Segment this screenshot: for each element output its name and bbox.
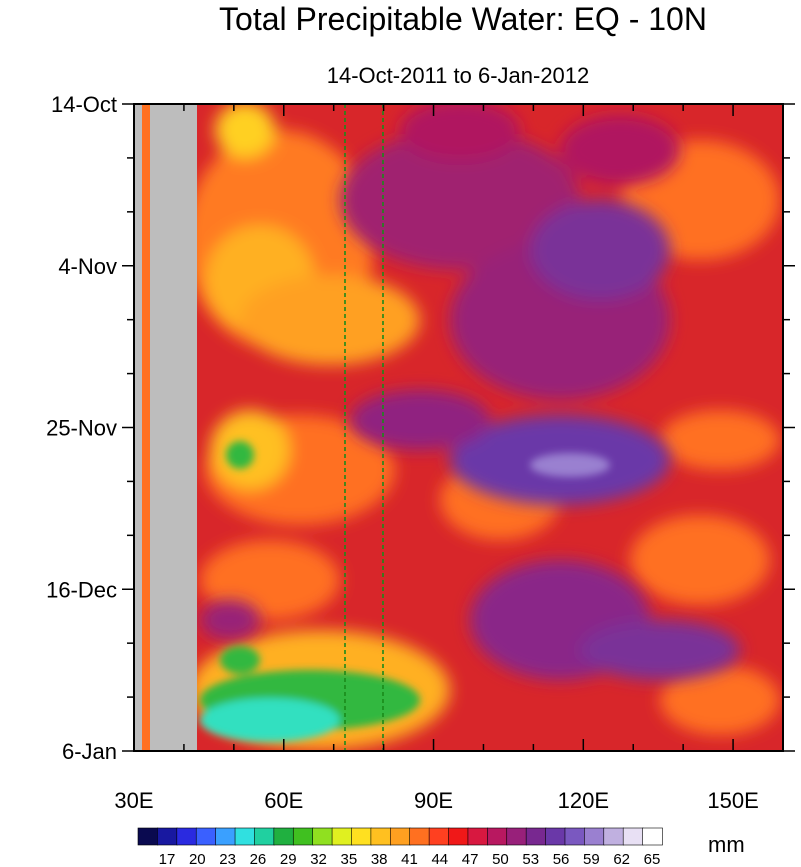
- field-blob: [200, 540, 340, 620]
- field-blob: [530, 200, 670, 300]
- colorbar-swatch: [254, 827, 275, 846]
- colorbar-swatch: [351, 827, 372, 846]
- colorbar-swatch: [642, 827, 663, 846]
- colorbar-label: 65: [644, 851, 661, 867]
- colorbar-swatch: [622, 827, 644, 846]
- colorbar-swatch: [312, 827, 333, 846]
- colorbar-label: 26: [250, 851, 267, 867]
- y-tick-label: 4-Nov: [58, 254, 117, 279]
- colorbar-label: 23: [219, 851, 236, 867]
- colorbar-label: 38: [371, 851, 388, 867]
- field-blob: [215, 104, 275, 158]
- colorbar-swatch: [331, 827, 353, 846]
- field-blob: [580, 620, 740, 680]
- colorbar-swatch: [234, 827, 256, 846]
- field-blob: [660, 665, 780, 735]
- colorbar-swatch: [409, 827, 430, 846]
- field-blob: [560, 115, 680, 185]
- field-blob: [226, 441, 254, 469]
- field-blob: [340, 130, 580, 270]
- field-blob: [220, 646, 260, 674]
- colorbar-swatch: [603, 827, 624, 846]
- colorbar-label: 44: [431, 851, 448, 867]
- colorbar-swatch: [584, 827, 605, 846]
- colorbar-swatch: [525, 827, 547, 846]
- colorbar-label: 17: [159, 851, 176, 867]
- colorbar-label: 56: [553, 851, 570, 867]
- x-tick-label: 150E: [707, 788, 758, 813]
- colorbar-swatch: [448, 827, 469, 846]
- colorbar-swatch: [467, 827, 489, 846]
- field-blob: [350, 390, 490, 450]
- colorbar-label: 32: [310, 851, 327, 867]
- colorbar-swatch: [428, 827, 450, 846]
- colorbar-unit: mm: [708, 832, 745, 857]
- colorbar-label: 20: [189, 851, 206, 867]
- field-blob: [240, 275, 420, 365]
- y-tick-label: 16-Dec: [46, 577, 117, 602]
- colorbar-swatch: [215, 827, 236, 846]
- x-tick-label: 90E: [414, 788, 453, 813]
- y-tick-label: 25-Nov: [46, 416, 117, 441]
- x-axis: 30E 60E 90E 120E 150E: [114, 104, 784, 813]
- colorbar-swatch: [545, 827, 566, 846]
- field-blob: [530, 453, 610, 477]
- land-mask: [134, 104, 142, 751]
- colorbar-label: 29: [280, 851, 297, 867]
- precip-field: [134, 104, 783, 751]
- x-tick-label: 30E: [114, 788, 153, 813]
- field-blob: [200, 600, 260, 640]
- colorbar-swatch: [487, 827, 508, 846]
- colorbar-label: 35: [341, 851, 358, 867]
- field-blob: [200, 698, 340, 742]
- chart-subtitle: 14-Oct-2011 to 6-Jan-2012: [327, 63, 590, 88]
- y-axis: 14-Oct 4-Nov 25-Nov 16-Dec 6-Jan: [46, 92, 795, 764]
- colorbar-label: 41: [401, 851, 418, 867]
- field-blob: [400, 104, 520, 160]
- field-blob: [630, 515, 770, 605]
- colorbar-swatch: [292, 827, 314, 846]
- colorbar-swatch: [176, 827, 198, 846]
- colorbar-swatch: [370, 827, 392, 846]
- colorbar-label: 50: [492, 851, 509, 867]
- colorbar-label: 62: [613, 851, 630, 867]
- colorbar-swatch: [506, 827, 527, 846]
- colorbar-swatch: [195, 827, 217, 846]
- y-tick-label: 6-Jan: [62, 739, 117, 764]
- colorbar-swatch: [137, 827, 159, 846]
- colorbar-swatch: [273, 827, 295, 846]
- colorbar-swatch: [389, 827, 411, 846]
- chart-title: Total Precipitable Water: EQ - 10N: [219, 1, 707, 37]
- colorbar-swatch: [564, 827, 586, 846]
- land-mask: [142, 104, 150, 751]
- x-tick-label: 60E: [264, 788, 303, 813]
- colorbar-label: 47: [462, 851, 479, 867]
- colorbar-label: 53: [522, 851, 539, 867]
- x-tick-label: 120E: [558, 788, 609, 813]
- colorbar: 17 20 23 26 29 32 35 38 41 44 47 50 53 56 59 62 65: [137, 827, 663, 867]
- land-mask: [150, 104, 197, 751]
- colorbar-label: 59: [583, 851, 600, 867]
- field-blob: [660, 410, 780, 470]
- y-tick-label: 14-Oct: [51, 92, 117, 117]
- colorbar-swatch: [157, 827, 178, 846]
